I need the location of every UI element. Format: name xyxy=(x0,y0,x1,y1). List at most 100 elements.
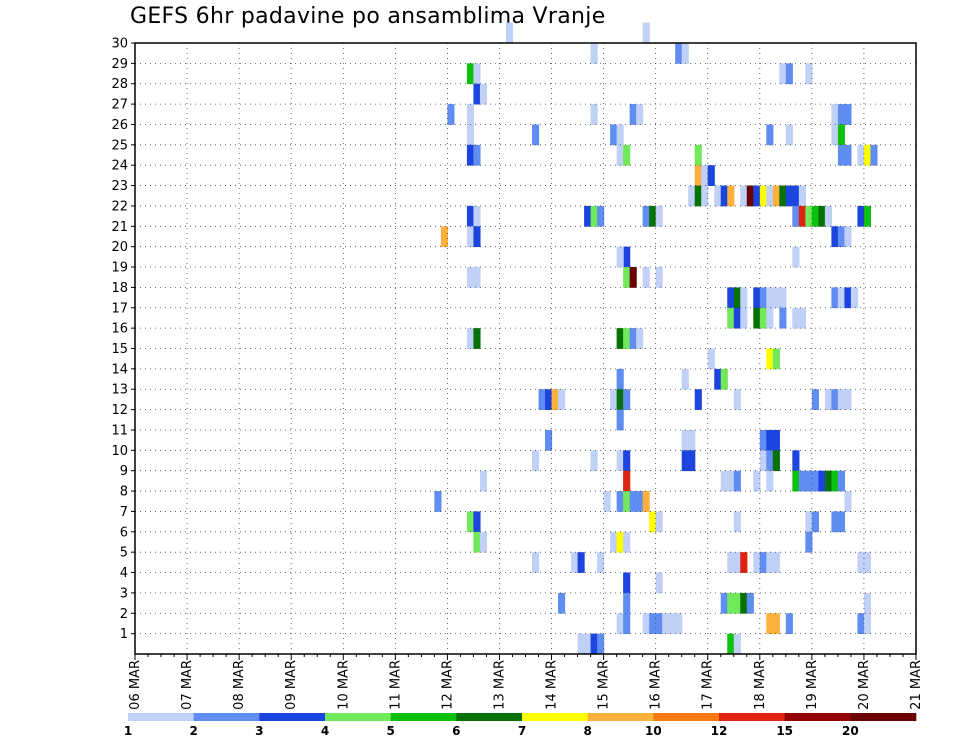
x-tick-label: 11 MAR xyxy=(388,660,403,710)
heatmap-cell xyxy=(642,267,650,288)
x-tick-label: 13 MAR xyxy=(492,660,507,710)
heatmap-cell xyxy=(466,63,475,85)
heatmap-cell xyxy=(545,429,553,451)
heatmap-cell xyxy=(577,552,585,573)
heatmap-cell xyxy=(714,185,722,207)
heatmap-cell xyxy=(792,185,800,207)
heatmap-cell xyxy=(798,205,806,227)
heatmap-cell xyxy=(727,287,735,309)
y-tick-label: 24 xyxy=(111,159,128,174)
heatmap-cell xyxy=(623,144,631,166)
heatmap-cell xyxy=(668,613,676,635)
heatmap-cell xyxy=(753,307,761,329)
heatmap-cell xyxy=(837,470,846,492)
y-tick-label: 7 xyxy=(120,505,128,520)
y-tick-label: 25 xyxy=(111,138,128,153)
heatmap-cell xyxy=(844,226,852,248)
heatmap-cell xyxy=(779,185,787,207)
heatmap-cell xyxy=(642,491,650,512)
colorbar-label: 5 xyxy=(386,724,394,738)
heatmap-cell xyxy=(850,287,859,309)
heatmap-cell xyxy=(837,144,846,166)
colorbar-label: 10 xyxy=(645,724,662,738)
heatmap-cell xyxy=(766,348,774,370)
heatmap-cell xyxy=(766,185,774,207)
heatmap-cell xyxy=(629,491,637,512)
heatmap-cell xyxy=(720,185,728,207)
heatmap-cell xyxy=(831,287,839,309)
heatmap-cell xyxy=(466,226,475,248)
heatmap-cell xyxy=(831,104,839,125)
y-tick-label: 23 xyxy=(111,179,128,194)
x-tick-label: 09 MAR xyxy=(284,660,299,710)
heatmap-cell xyxy=(753,552,761,573)
heatmap-cell xyxy=(623,450,631,472)
heatmap-cell xyxy=(623,246,631,268)
heatmap-cell xyxy=(785,613,793,635)
heatmap-cell xyxy=(688,429,696,451)
heatmap-cell xyxy=(753,185,761,207)
y-tick-label: 4 xyxy=(120,566,128,581)
colorbar-label: 1 xyxy=(124,724,132,738)
x-tick-label: 06 MAR xyxy=(128,660,143,710)
colorbar-label: 7 xyxy=(518,724,526,738)
colorbar-label: 4 xyxy=(321,724,329,738)
heatmap-cell xyxy=(636,328,644,349)
heatmap-cell xyxy=(597,552,605,573)
heatmap-cell xyxy=(733,511,741,533)
heatmap-cell xyxy=(753,287,761,309)
y-tick-label: 15 xyxy=(111,342,128,357)
heatmap-cell xyxy=(655,267,663,288)
colorbar-swatch xyxy=(522,713,588,721)
y-tick-label: 2 xyxy=(120,607,128,622)
colorbar-swatch xyxy=(719,713,785,721)
y-tick-label: 14 xyxy=(111,362,128,377)
heatmap-cell xyxy=(779,63,787,85)
heatmap-cell xyxy=(616,368,624,390)
heatmap-cell xyxy=(857,613,865,635)
heatmap-cell xyxy=(831,389,839,410)
heatmap-cell xyxy=(831,470,839,492)
heatmap-cell xyxy=(785,185,793,207)
heatmap-cell xyxy=(727,185,735,207)
heatmap-cell xyxy=(837,124,846,146)
heatmap-cell xyxy=(532,552,540,573)
y-tick-label: 17 xyxy=(111,301,128,316)
heatmap-cell xyxy=(746,185,754,207)
y-tick-label: 18 xyxy=(111,281,128,296)
heatmap-cell xyxy=(824,470,832,492)
heatmap-cell xyxy=(837,389,846,410)
heatmap-cell xyxy=(479,531,488,553)
colorbar: 1 2 3 4 5 6 7 8 10 12 15 20 xyxy=(124,713,917,738)
heatmap-cell xyxy=(623,328,631,349)
heatmap-cell xyxy=(623,491,631,512)
heatmap-cell xyxy=(473,267,481,288)
y-tick-label: 29 xyxy=(111,57,128,72)
heatmap-cell xyxy=(831,226,839,248)
heatmap-cell xyxy=(759,307,767,329)
heatmap-cell xyxy=(473,205,481,227)
heatmap-cell xyxy=(590,205,598,227)
heatmap-cell xyxy=(720,592,728,614)
heatmap-cell xyxy=(844,491,852,512)
heatmap-cell xyxy=(707,348,715,370)
dotted-grid xyxy=(135,43,916,654)
x-tick-label: 14 MAR xyxy=(545,660,560,710)
y-tick-label: 12 xyxy=(111,403,128,418)
x-tick-label: 16 MAR xyxy=(649,660,664,710)
heatmap-cell xyxy=(584,205,592,227)
heatmap-cell xyxy=(532,450,540,472)
heatmap-cell xyxy=(466,267,475,288)
heatmap-cell xyxy=(694,185,702,207)
heatmap-cell xyxy=(766,287,774,309)
heatmap-cell xyxy=(857,205,865,227)
heatmap-cell xyxy=(753,470,761,492)
heatmap-cell xyxy=(616,450,624,472)
x-tick-label: 10 MAR xyxy=(336,660,351,710)
heatmap-cell xyxy=(616,613,624,635)
heatmap-cell xyxy=(590,43,598,64)
heatmap-cell xyxy=(772,613,780,635)
heatmap-cell xyxy=(616,144,624,166)
y-tick-label: 13 xyxy=(111,383,128,398)
heatmap-cell xyxy=(623,470,631,492)
